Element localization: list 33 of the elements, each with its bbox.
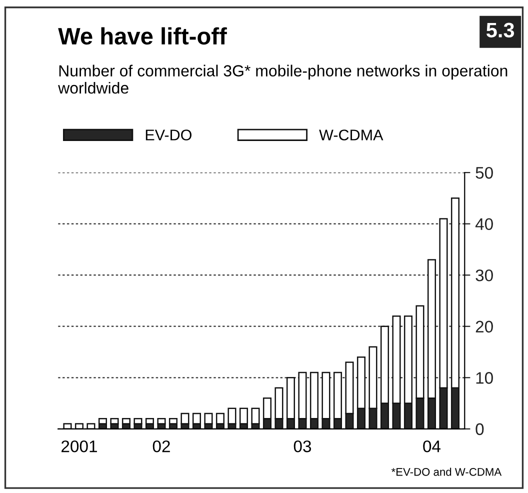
y-tick-label: 50 <box>476 166 493 179</box>
bar <box>134 418 142 424</box>
bar <box>98 418 107 424</box>
x-tick-label: 03 <box>294 440 312 452</box>
bar <box>157 418 166 424</box>
bar <box>228 408 236 424</box>
bar <box>122 418 130 424</box>
bar <box>145 418 154 424</box>
y-tick-label: 30 <box>476 269 493 282</box>
bar <box>110 418 119 424</box>
bar <box>216 412 224 424</box>
bar <box>204 412 213 424</box>
bar <box>239 408 248 424</box>
y-tick-label: 20 <box>476 320 493 333</box>
bar <box>74 423 84 429</box>
bar <box>251 408 260 424</box>
text: 5.3 <box>486 22 514 38</box>
chart-subtitle: Number of commercial 3G* mobile-phone networks in operation worldwide <box>58 64 508 94</box>
x-tick-label: 2001 <box>62 440 97 452</box>
legend-label: EV-DO <box>146 130 192 140</box>
text: *EV-DO and W-CDMA <box>391 468 502 476</box>
bar <box>168 418 178 424</box>
y-tick-label: 0 <box>476 423 484 436</box>
legend-label: W-CDMA <box>319 130 384 140</box>
chart-title: We have lift-off <box>58 27 227 45</box>
bar <box>86 423 96 429</box>
bar <box>192 412 201 424</box>
y-tick-label: 40 <box>475 218 493 230</box>
x-tick-label: 02 <box>152 440 170 452</box>
bar <box>63 423 72 429</box>
y-tick-label: 10 <box>476 372 493 384</box>
x-tick-label: 04 <box>423 440 441 452</box>
bar <box>180 412 190 424</box>
